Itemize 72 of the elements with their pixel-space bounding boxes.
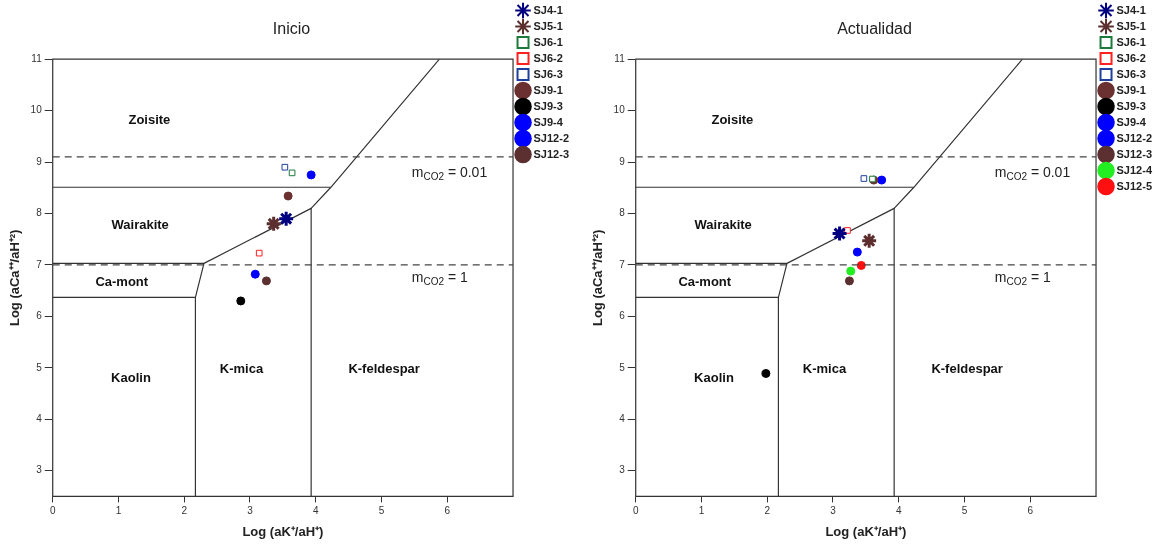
legend-label: SJ9-1 bbox=[533, 83, 563, 96]
x-tick-label: 5 bbox=[378, 505, 385, 517]
x-tick-label: 3 bbox=[247, 505, 254, 517]
annotation: Zoisite bbox=[128, 111, 171, 127]
y-tick-label: 6 bbox=[619, 310, 626, 322]
annotation: Kaolin bbox=[111, 369, 151, 385]
x-axis-title: Log (aK⁺/aH⁺) bbox=[825, 523, 907, 539]
legend-label: SJ12-2 bbox=[1116, 131, 1153, 144]
annotation: K-feldespar bbox=[931, 361, 1003, 377]
annotation: K-mica bbox=[219, 361, 264, 377]
y-tick-label: 4 bbox=[36, 413, 43, 424]
y-tick-label: 11 bbox=[31, 52, 43, 64]
legend-label: SJ6-1 bbox=[1116, 35, 1146, 48]
legend-label: SJ5-1 bbox=[1116, 19, 1146, 32]
legend-label: SJ6-2 bbox=[1116, 51, 1146, 64]
y-tick-label: 5 bbox=[619, 361, 626, 373]
legend-label: SJ5-1 bbox=[533, 19, 563, 32]
legend-label: SJ4-1 bbox=[533, 3, 563, 16]
x-tick-label: 6 bbox=[1027, 505, 1034, 517]
legend-label: SJ9-4 bbox=[1116, 115, 1147, 128]
legend-label: SJ9-3 bbox=[1116, 99, 1146, 112]
annotation: Wairakite bbox=[694, 216, 752, 232]
x-tick-label: 1 bbox=[698, 505, 705, 517]
y-tick-label: 5 bbox=[36, 361, 43, 373]
y-axis-title: Log (aCa⁺⁺/aH⁺²) bbox=[590, 229, 606, 327]
legend-label: SJ6-1 bbox=[533, 35, 563, 48]
x-tick-label: 1 bbox=[115, 505, 122, 517]
chart-title: Inicio bbox=[272, 20, 311, 38]
x-tick-label: 0 bbox=[49, 505, 56, 517]
y-tick-label: 7 bbox=[619, 258, 626, 270]
x-tick-label: 2 bbox=[181, 505, 188, 517]
x-tick-label: 5 bbox=[961, 505, 968, 517]
legend-label: SJ12-2 bbox=[533, 131, 570, 144]
legend-label: SJ12-5 bbox=[1116, 179, 1153, 192]
x-tick-label: 4 bbox=[312, 505, 319, 517]
y-tick-label: 8 bbox=[619, 207, 626, 219]
legend-label: SJ6-2 bbox=[533, 51, 563, 64]
annotation: Wairakite bbox=[111, 216, 169, 232]
x-tick-label: 2 bbox=[764, 505, 771, 517]
annotation: Kaolin bbox=[694, 369, 734, 385]
chart-title: Actualidad bbox=[837, 20, 912, 38]
y-tick-label: 3 bbox=[619, 464, 626, 476]
legend-label: SJ9-1 bbox=[1116, 83, 1146, 96]
legend-label: SJ12-3 bbox=[533, 147, 570, 160]
y-tick-label: 10 bbox=[613, 104, 626, 116]
x-tick-label: 0 bbox=[632, 505, 639, 517]
legend-label: SJ6-3 bbox=[1116, 67, 1146, 80]
annotation: K-mica bbox=[802, 361, 847, 377]
legend-label: SJ9-3 bbox=[533, 99, 563, 112]
annotation: Zoisite bbox=[711, 111, 754, 127]
y-axis-title: Log (aCa⁺⁺/aH⁺²) bbox=[7, 229, 23, 327]
legend-label: SJ12-4 bbox=[1116, 163, 1153, 176]
x-tick-label: 4 bbox=[895, 505, 902, 517]
y-tick-label: 8 bbox=[36, 207, 43, 219]
legend-label: SJ9-4 bbox=[533, 115, 564, 128]
x-axis-title: Log (aK⁺/aH⁺) bbox=[242, 523, 324, 539]
legend-label: SJ6-3 bbox=[533, 67, 563, 80]
annotation: Ca-mont bbox=[678, 273, 732, 289]
y-tick-label: 11 bbox=[614, 52, 626, 64]
y-tick-label: 9 bbox=[619, 155, 626, 167]
y-tick-label: 9 bbox=[36, 155, 43, 167]
y-tick-label: 6 bbox=[36, 310, 43, 322]
legend-label: SJ4-1 bbox=[1116, 3, 1146, 16]
y-tick-label: 3 bbox=[36, 464, 43, 476]
y-tick-label: 7 bbox=[36, 258, 43, 270]
legend-label: SJ12-3 bbox=[1116, 147, 1153, 160]
y-tick-label: 10 bbox=[30, 104, 43, 116]
x-tick-label: 6 bbox=[444, 505, 451, 517]
annotation: K-feldespar bbox=[348, 361, 420, 377]
y-tick-label: 4 bbox=[619, 413, 626, 424]
annotation: Ca-mont bbox=[95, 273, 149, 289]
x-tick-label: 3 bbox=[830, 505, 837, 517]
